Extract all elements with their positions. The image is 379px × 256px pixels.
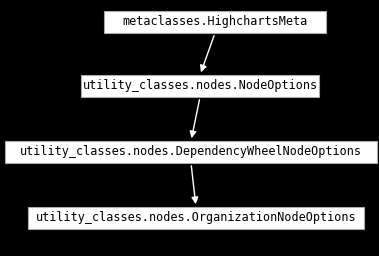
Text: metaclasses.HighchartsMeta: metaclasses.HighchartsMeta — [122, 16, 308, 28]
FancyBboxPatch shape — [28, 207, 364, 229]
FancyBboxPatch shape — [81, 75, 319, 97]
Text: utility_classes.nodes.NodeOptions: utility_classes.nodes.NodeOptions — [83, 80, 318, 92]
Text: utility_classes.nodes.OrganizationNodeOptions: utility_classes.nodes.OrganizationNodeOp… — [36, 211, 356, 225]
FancyBboxPatch shape — [5, 141, 377, 163]
FancyBboxPatch shape — [104, 11, 326, 33]
Text: utility_classes.nodes.DependencyWheelNodeOptions: utility_classes.nodes.DependencyWheelNod… — [20, 145, 362, 158]
